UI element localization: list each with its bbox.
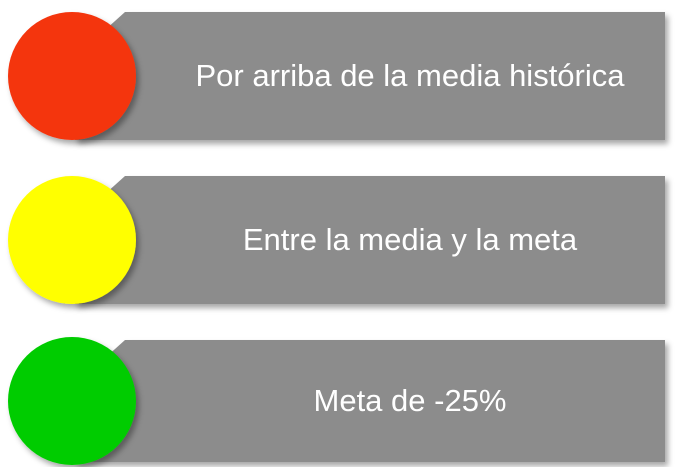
banner — [75, 176, 665, 304]
banner — [75, 12, 665, 140]
banner — [75, 340, 665, 462]
status-dot — [8, 176, 136, 304]
item-label: Entre la media y la meta — [242, 222, 578, 257]
item-label: Meta de -25% — [313, 383, 507, 418]
status-dot — [8, 12, 136, 140]
status-dot — [8, 337, 136, 465]
item-label: Por arriba de la media histórica — [195, 58, 625, 93]
